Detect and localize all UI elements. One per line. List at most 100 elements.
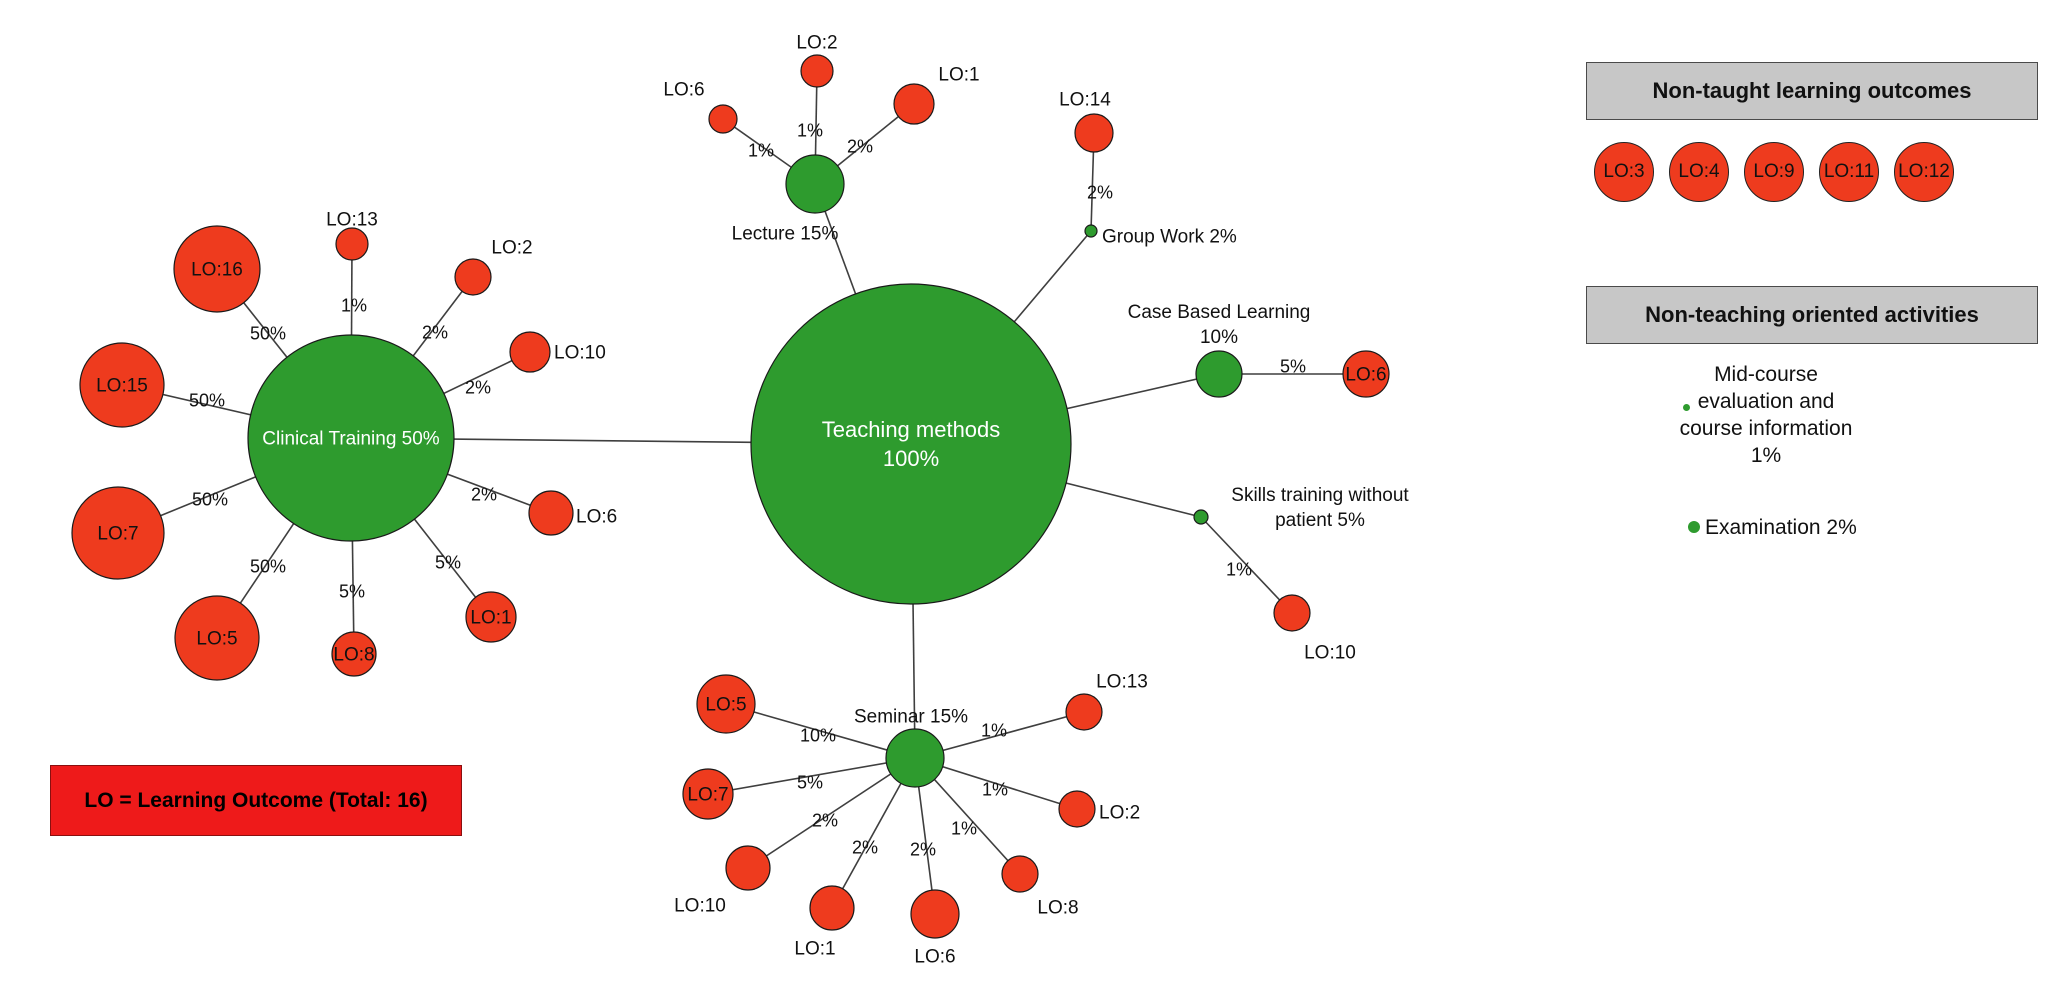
edge-label-seminar-se_lo5: 10% (800, 725, 836, 745)
node-label-se_lo10: LO:10 (674, 896, 726, 917)
edge-seminar-se_lo7 (707, 757, 916, 795)
node-label-cbl: Case Based Learning 10% (1128, 302, 1311, 348)
node-c_lo15 (79, 342, 165, 428)
node-label-se_lo5: LO:5 (705, 695, 746, 716)
node-l_lo1 (893, 83, 935, 125)
node-label-c_lo5: LO:5 (196, 629, 237, 650)
node-label-c_lo2: LO:2 (491, 238, 532, 259)
non-taught-lo-row: LO:3 LO:4 LO:9 LO:11 LO:12 (1594, 142, 1954, 202)
node-label-cb_lo6: LO:6 (1345, 365, 1386, 386)
edge-seminar-se_lo5 (725, 703, 916, 759)
node-c_lo10 (509, 331, 551, 373)
node-label-c_lo7: LO:7 (97, 524, 138, 545)
non-taught-lo-circle: LO:9 (1744, 142, 1804, 202)
node-label-se_lo8: LO:8 (1037, 898, 1078, 919)
legend-note: LO = Learning Outcome (Total: 16) (50, 765, 462, 836)
midcourse-dot-icon (1683, 404, 1690, 411)
node-label-se_lo13: LO:13 (1096, 672, 1148, 693)
node-l_lo2 (800, 54, 834, 88)
node-se_lo10 (725, 845, 771, 891)
edge-label-seminar-se_lo1: 2% (852, 837, 878, 857)
node-label-c_lo6: LO:6 (576, 507, 617, 528)
edge-label-skills-s_lo10: 1% (1226, 559, 1252, 579)
node-c_lo7 (71, 486, 165, 580)
node-s_lo10 (1273, 594, 1311, 632)
node-label-se_lo7: LO:7 (687, 785, 728, 806)
node-label-groupwork: Group Work 2% (1102, 227, 1237, 248)
edge-label-clinical-c_lo6: 2% (471, 484, 497, 504)
edge-label-seminar-se_lo13: 1% (981, 720, 1007, 740)
edge-label-lecture-l_lo1: 2% (847, 136, 873, 156)
node-l_lo6 (708, 104, 738, 134)
node-cb_lo6 (1342, 350, 1390, 398)
node-label-c_lo1: LO:1 (470, 608, 511, 629)
node-label-l_lo1: LO:1 (938, 65, 979, 86)
node-label-se_lo6: LO:6 (914, 947, 955, 968)
node-label-c_lo8: LO:8 (333, 645, 374, 666)
edge-label-seminar-se_lo2: 1% (982, 779, 1008, 799)
node-c_lo1 (465, 591, 517, 643)
node-c_lo16 (173, 225, 261, 313)
node-se_lo1 (809, 885, 855, 931)
edge-label-clinical-c_lo16: 50% (250, 323, 286, 343)
node-g_lo14 (1074, 113, 1114, 153)
node-c_lo13 (335, 227, 369, 261)
node-label-c_lo13: LO:13 (326, 210, 378, 231)
edge-skills-s_lo10 (1200, 516, 1293, 614)
node-lecture (785, 154, 845, 214)
edge-label-seminar-se_lo7: 5% (797, 772, 823, 792)
edge-label-clinical-c_lo2: 2% (422, 322, 448, 342)
node-label-clinical: Clinical Training 50% (262, 429, 440, 450)
node-cbl (1195, 350, 1243, 398)
node-c_lo8 (331, 631, 377, 677)
node-clinical (247, 334, 455, 542)
edge-label-seminar-se_lo6: 2% (910, 839, 936, 859)
edge-seminar-se_lo10 (747, 757, 916, 869)
node-label-skills: Skills training without patient 5% (1231, 485, 1409, 531)
node-c_lo5 (174, 595, 260, 681)
node-teaching (750, 283, 1072, 605)
non-taught-lo-circle: LO:12 (1894, 142, 1954, 202)
edge-label-clinical-c_lo8: 5% (339, 581, 365, 601)
edge-label-lecture-l_lo2: 1% (797, 120, 823, 140)
edge-label-seminar-se_lo10: 2% (812, 810, 838, 830)
node-se_lo13 (1065, 693, 1103, 731)
examination-dot-icon (1688, 521, 1700, 533)
non-taught-lo-circle: LO:3 (1594, 142, 1654, 202)
node-label-s_lo10: LO:10 (1304, 643, 1356, 664)
node-se_lo2 (1058, 790, 1096, 828)
node-label-c_lo10: LO:10 (554, 343, 606, 364)
node-c_lo6 (528, 490, 574, 536)
examination-activity-label: Examination 2% (1705, 516, 1857, 539)
node-seminar (885, 728, 945, 788)
edge-label-clinical-c_lo10: 2% (465, 377, 491, 397)
node-label-l_lo6: LO:6 (663, 80, 704, 101)
non-taught-panel-header: Non-taught learning outcomes (1586, 62, 2038, 120)
node-label-se_lo2: LO:2 (1099, 803, 1140, 824)
node-label-se_lo1: LO:1 (794, 939, 835, 960)
edge-label-lecture-l_lo6: 1% (748, 140, 774, 160)
node-se_lo7 (682, 768, 734, 820)
edge-label-seminar-se_lo8: 1% (951, 818, 977, 838)
non-teaching-panel-header: Non-teaching oriented activities (1586, 286, 2038, 344)
node-groupwork (1084, 224, 1098, 238)
node-label-teaching: Teaching methods 100% (822, 417, 1001, 471)
edge-label-clinical-c_lo13: 1% (341, 295, 367, 315)
node-label-seminar: Seminar 15% (854, 707, 968, 728)
node-se_lo8 (1001, 855, 1039, 893)
non-taught-lo-circle: LO:4 (1669, 142, 1729, 202)
edge-label-groupwork-g_lo14: 2% (1087, 182, 1113, 202)
node-label-c_lo15: LO:15 (96, 376, 148, 397)
node-label-lecture: Lecture 15% (732, 224, 839, 245)
edge-label-clinical-c_lo1: 5% (435, 552, 461, 572)
node-se_lo5 (696, 674, 756, 734)
node-skills (1193, 509, 1209, 525)
edge-label-clinical-c_lo7: 50% (192, 489, 228, 509)
midcourse-activity-label: Mid-course evaluation and course informa… (1679, 363, 1853, 467)
node-label-g_lo14: LO:14 (1059, 90, 1111, 111)
edge-label-cbl-cb_lo6: 5% (1280, 356, 1306, 376)
non-taught-lo-circle: LO:11 (1819, 142, 1879, 202)
edge-label-clinical-c_lo15: 50% (189, 390, 225, 410)
node-se_lo6 (910, 889, 960, 939)
